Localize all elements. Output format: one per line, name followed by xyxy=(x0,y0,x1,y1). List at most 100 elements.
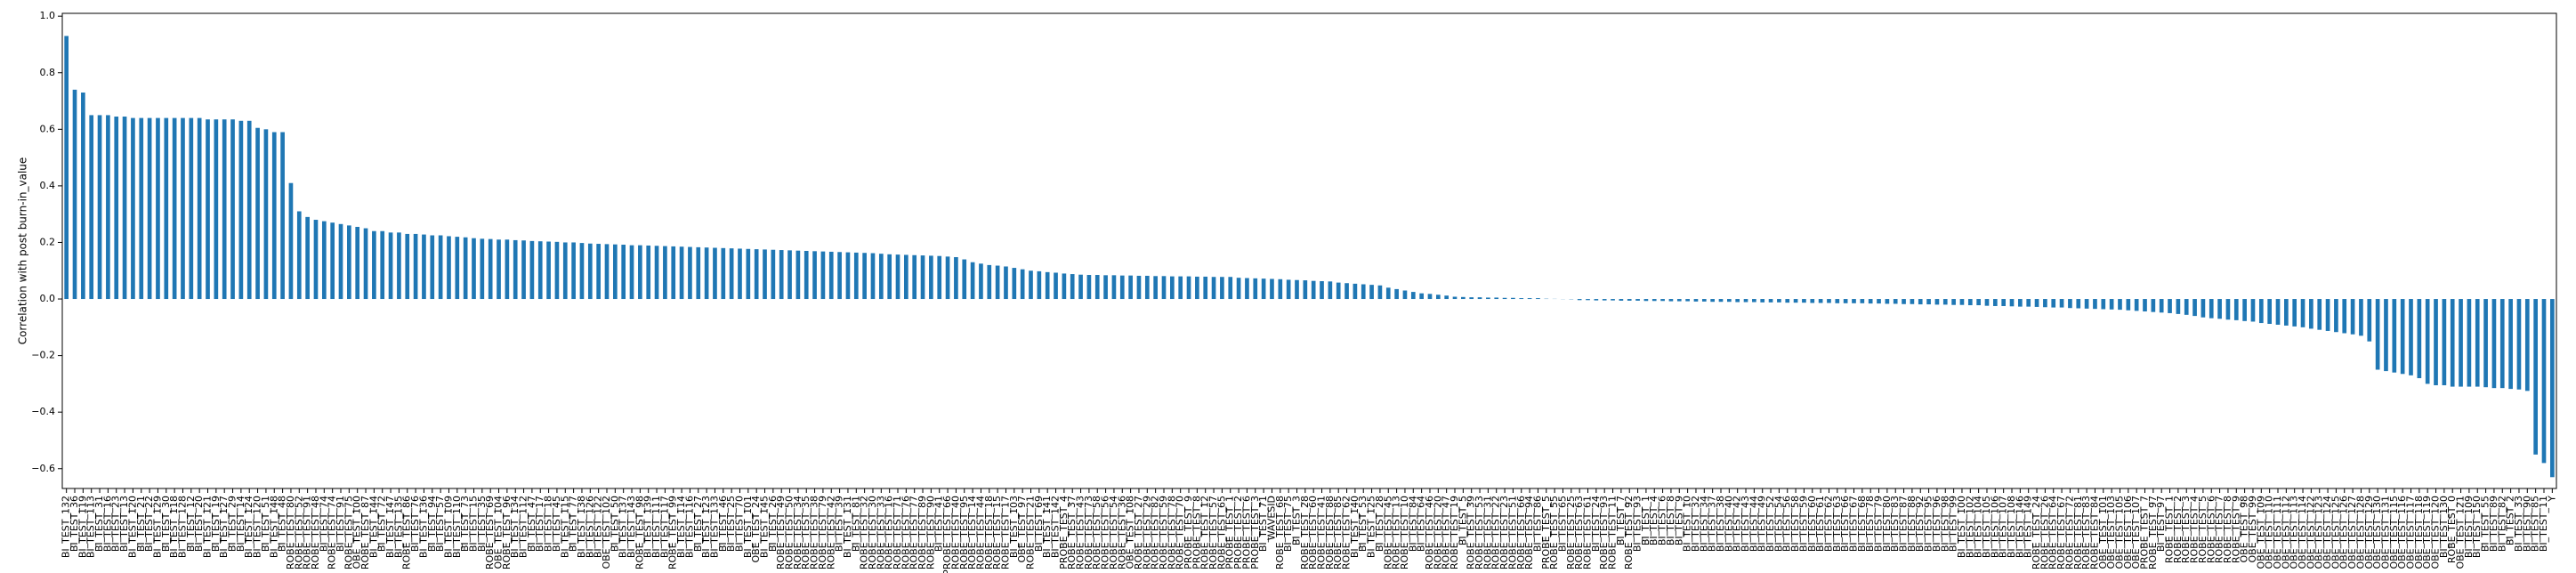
x-tick-label: BI_TEST_13 xyxy=(118,496,130,552)
x-tick-label: ROBE_TEST_52 xyxy=(293,496,304,569)
bar xyxy=(1701,299,1707,302)
x-tick-label: ROBE_TEST_48 xyxy=(310,496,321,569)
bar xyxy=(1910,299,1915,304)
x-tick-label: ROBE_TEST_80 xyxy=(285,496,296,569)
bar xyxy=(139,117,144,300)
x-tick-label: BI_TEST_128 xyxy=(176,496,188,558)
bar xyxy=(246,120,252,300)
x-tick-label: ROBE_TEST_95 xyxy=(958,496,970,569)
bar xyxy=(1345,283,1349,300)
bar xyxy=(1793,299,1798,303)
x-tick-label: BI_TEST_141 xyxy=(1041,496,1053,558)
bar xyxy=(2467,299,2472,387)
bar xyxy=(2093,299,2097,310)
x-tick-label: OBE_TEST_98 xyxy=(2239,496,2250,563)
x-tick-label: OBE_TEST_124 xyxy=(2322,496,2333,569)
bar xyxy=(646,245,651,300)
x-tick-label: OBE_TEST_99 xyxy=(2247,496,2258,563)
bar xyxy=(1777,299,1781,303)
x-tick-label: BI_TEST_66 xyxy=(1839,496,1851,552)
bar xyxy=(1760,299,1765,303)
bar xyxy=(397,232,401,300)
x-tick-label: BI_TEST_46 xyxy=(717,496,729,552)
x-tick-label: ROBE_TEST_89 xyxy=(917,496,928,569)
x-tick-label: ROBE_TEST_76 xyxy=(900,496,911,569)
x-tick-label: BI_TEST_143 xyxy=(626,496,637,558)
x-tick-label: BI_TEST_113 xyxy=(85,496,97,558)
x-tick-label: BI_TEST_12 xyxy=(185,496,197,552)
x-tick-label: BI_TEST_34 xyxy=(1698,496,1709,552)
bar xyxy=(970,262,975,300)
bar xyxy=(1427,294,1433,300)
bar xyxy=(1893,299,1898,304)
bar xyxy=(2309,299,2314,329)
x-tick-label: ROBE_TEST_50 xyxy=(784,496,795,569)
x-tick-label: ROBE_TEST_61 xyxy=(1582,496,1594,569)
x-tick-label: ROBE_TEST_71 xyxy=(892,496,903,569)
bar xyxy=(803,251,809,300)
x-tick-label: ROBE_TEST_72 xyxy=(2063,496,2075,569)
bar xyxy=(2009,299,2015,307)
bar xyxy=(1768,299,1773,303)
x-tick-label: BI_TEST_20 xyxy=(193,496,205,552)
bar xyxy=(288,182,294,300)
bar xyxy=(1078,274,1083,300)
x-tick-label: BI_TEST_67 xyxy=(1847,496,1859,552)
x-tick-label: ROBE_TEST_92 xyxy=(1623,496,1635,569)
bar xyxy=(2359,299,2363,336)
x-tick-label: BI_TEST_7 xyxy=(1615,496,1627,545)
bar xyxy=(2059,299,2064,308)
bar xyxy=(754,249,759,300)
bar xyxy=(321,221,327,300)
bar xyxy=(1211,277,1216,300)
x-tick-label: BI_TEST_126 xyxy=(584,496,595,558)
x-tick-label: ROBE_TEST_3 xyxy=(2180,496,2192,563)
x-tick-label: BI_TEST_84 xyxy=(1407,496,1418,552)
bar xyxy=(2192,299,2197,317)
bar xyxy=(2118,299,2122,311)
x-tick-label: OBE_TEST_114 xyxy=(2297,496,2308,569)
x-tick-label: ROBE_TEST_27 xyxy=(1133,496,1144,569)
bar xyxy=(878,254,884,300)
bar xyxy=(2508,299,2513,390)
x-tick-label: BI_TEST_125 xyxy=(1366,496,1377,558)
x-tick-label: ROBE_TEST_35 xyxy=(800,496,812,569)
bar xyxy=(1868,299,1873,304)
x-tick-label: OBE_TEST_24 xyxy=(750,496,762,563)
bar xyxy=(271,132,277,300)
x-tick-label: BI_TEST_85 xyxy=(2530,496,2541,552)
bar xyxy=(521,240,526,300)
bar xyxy=(1320,281,1324,300)
x-tick-label: BI_TEST_114 xyxy=(675,496,687,558)
bar xyxy=(2176,299,2181,314)
x-tick-label: ROBE_TEST_58 xyxy=(1091,496,1102,569)
bar xyxy=(147,117,152,300)
bar xyxy=(579,243,585,300)
x-tick-label: ROBE_TEST_12 xyxy=(1199,496,1211,569)
x-tick-label: BI_TEST_96 xyxy=(1931,496,1942,552)
x-tick-label: ROBE_TEST_93 xyxy=(1598,496,1610,569)
x-tick-label: BI_TEST_149 xyxy=(2023,496,2034,558)
bar xyxy=(2384,299,2388,372)
x-tick-label: BI_TEST_150 xyxy=(2471,496,2483,558)
bar xyxy=(230,119,235,300)
x-tick-label: BI_TEST_70 xyxy=(733,496,745,552)
bar xyxy=(1668,299,1674,302)
x-tick-label: BI_TEST_60 xyxy=(1806,496,1818,552)
bar xyxy=(280,132,285,300)
x-tick-label: ROBE_TEST_5 xyxy=(2197,496,2209,563)
bar xyxy=(1934,299,1940,305)
bar xyxy=(1976,299,1981,306)
y-tick-label: 0.2 xyxy=(40,236,56,247)
x-tick-label: ROBE_TEST_84 xyxy=(2088,496,2100,569)
x-tick-label: BI_TEST_100 xyxy=(1956,496,1967,558)
bar xyxy=(106,115,110,300)
x-tick-label: BI_TEST_24 xyxy=(1590,496,1602,552)
bar xyxy=(2499,299,2505,389)
x-tick-label: ROBE_TEST_78 xyxy=(1166,496,1177,569)
bar xyxy=(629,245,634,300)
bar xyxy=(887,254,892,300)
bar xyxy=(1577,299,1582,301)
bar xyxy=(2375,299,2380,370)
